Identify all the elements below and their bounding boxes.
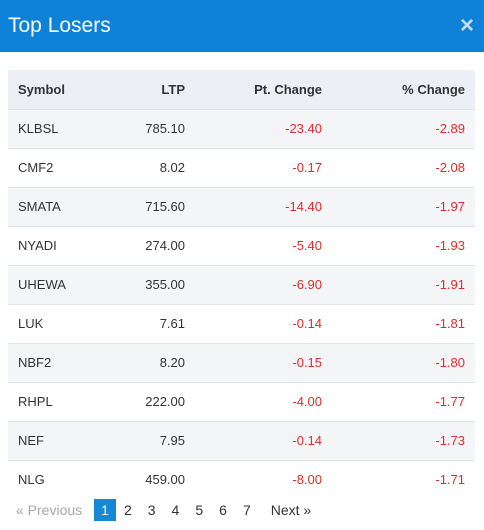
cell-pct-change: -1.77 (332, 382, 475, 422)
losers-table-container: Symbol LTP Pt. Change % Change KLBSL 785… (8, 70, 475, 499)
cell-ltp: 7.61 (118, 304, 195, 344)
cell-pct-change: -1.93 (332, 226, 475, 266)
cell-ltp: 222.00 (118, 382, 195, 422)
cell-pt-change: -5.40 (195, 226, 332, 266)
column-header-ltp[interactable]: LTP (118, 70, 195, 110)
cell-ltp: 715.60 (118, 187, 195, 227)
cell-symbol: RHPL (8, 382, 118, 422)
table-row: LUK 7.61 -0.14 -1.81 (8, 304, 475, 344)
cell-pt-change: -4.00 (195, 382, 332, 422)
cell-symbol: NLG (18, 472, 45, 488)
cell-symbol: NBF2 (8, 343, 118, 383)
cell-pt-change: -8.00 (292, 472, 322, 488)
pagination: « Previous 1 2 3 4 5 6 7 Next » (8, 499, 319, 521)
table-row: RHPL 222.00 -4.00 -1.77 (8, 382, 475, 422)
table-row: SMATA 715.60 -14.40 -1.97 (8, 187, 475, 227)
cell-symbol: UHEWA (8, 265, 118, 305)
page-2-button[interactable]: 2 (123, 502, 132, 518)
table-row: KLBSL 785.10 -23.40 -2.89 (8, 109, 475, 149)
cell-symbol: CMF2 (8, 148, 118, 188)
cell-pt-change: -23.40 (195, 109, 332, 149)
cell-symbol: LUK (8, 304, 118, 344)
cell-ltp: 785.10 (118, 109, 195, 149)
table-row: NYADI 274.00 -5.40 -1.93 (8, 226, 475, 266)
page-7-button[interactable]: 7 (242, 502, 251, 518)
table-body: KLBSL 785.10 -23.40 -2.89 CMF2 8.02 -0.1… (8, 109, 475, 499)
cell-pt-change: -0.14 (195, 421, 332, 461)
cell-pct-change: -2.08 (332, 148, 475, 188)
cell-pct-change: -1.73 (332, 421, 475, 461)
page-5-button[interactable]: 5 (195, 502, 204, 518)
column-header-pt-change[interactable]: Pt. Change (195, 70, 332, 110)
cell-symbol: SMATA (8, 187, 118, 227)
cell-symbol: KLBSL (8, 109, 118, 149)
cell-pt-change: -0.17 (195, 148, 332, 188)
cell-ltp: 8.20 (118, 343, 195, 383)
table-row: UHEWA 355.00 -6.90 -1.91 (8, 265, 475, 305)
table-row: NBF2 8.20 -0.15 -1.80 (8, 343, 475, 383)
cell-pct-change: -1.97 (332, 187, 475, 227)
table-row: CMF2 8.02 -0.17 -2.08 (8, 148, 475, 188)
cell-symbol: NEF (8, 421, 118, 461)
cell-ltp: 355.00 (118, 265, 195, 305)
cell-ltp: 459.00 (145, 472, 185, 488)
column-header-symbol[interactable]: Symbol (8, 70, 118, 110)
cell-pct-change: -1.91 (332, 265, 475, 305)
column-header-pct-change[interactable]: % Change (332, 70, 475, 110)
cell-ltp: 274.00 (118, 226, 195, 266)
table-row: NEF 7.95 -0.14 -1.73 (8, 421, 475, 461)
pagination-previous[interactable]: « Previous (16, 502, 83, 518)
page-3-button[interactable]: 3 (147, 502, 156, 518)
losers-table: Symbol LTP Pt. Change % Change KLBSL 785… (8, 70, 475, 499)
modal-title: Top Losers (8, 14, 111, 37)
cell-ltp: 8.02 (118, 148, 195, 188)
cell-symbol: NYADI (8, 226, 118, 266)
modal-header: Top Losers × (0, 0, 484, 52)
cell-pct-change: -1.81 (332, 304, 475, 344)
page-6-button[interactable]: 6 (219, 502, 227, 518)
cell-pct-change: -1.71 (435, 472, 465, 488)
cell-pt-change: -0.14 (195, 304, 332, 344)
cell-pct-change: -2.89 (332, 109, 475, 149)
table-header-row: Symbol LTP Pt. Change % Change (8, 70, 475, 110)
cell-pct-change: -1.80 (332, 343, 475, 383)
page-4-button[interactable]: 4 (171, 502, 180, 518)
pagination-next[interactable]: Next » (270, 502, 312, 518)
table-row: NLG 459.00 -8.00 -1.71 (8, 460, 475, 499)
cell-ltp: 7.95 (118, 421, 195, 461)
cell-pt-change: -6.90 (195, 265, 332, 305)
page-1-button[interactable]: 1 (94, 499, 116, 521)
cell-pt-change: -14.40 (195, 187, 332, 227)
cell-pt-change: -0.15 (195, 343, 332, 383)
close-icon[interactable]: × (459, 12, 474, 39)
